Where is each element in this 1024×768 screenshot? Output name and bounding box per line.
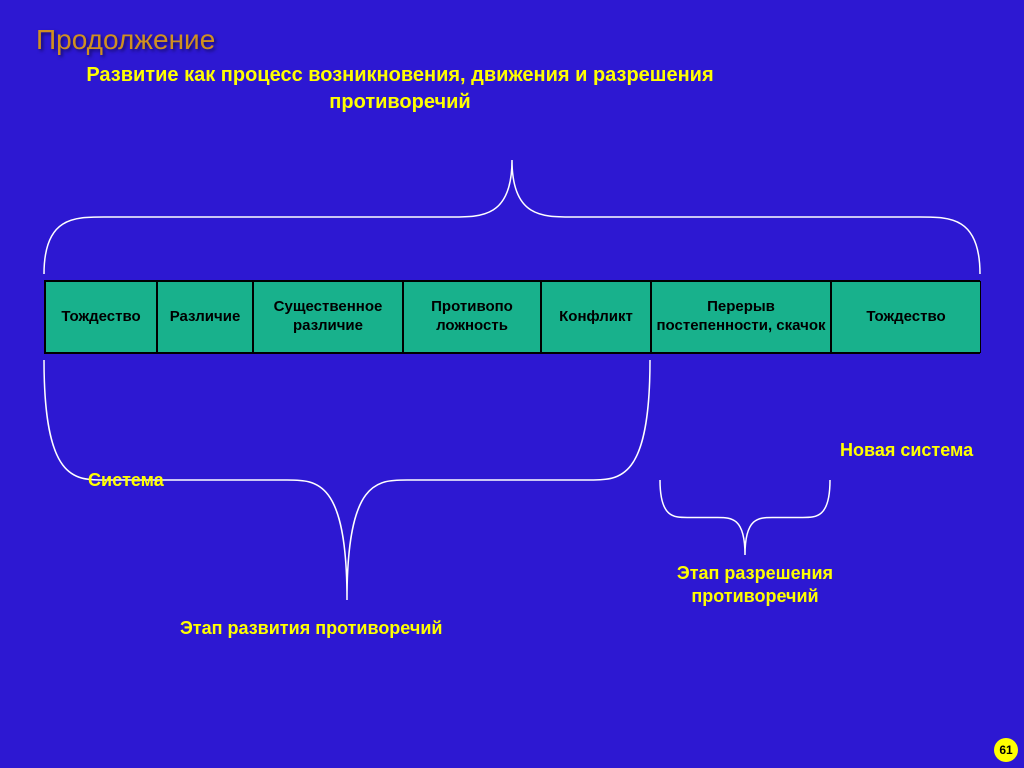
stage-cell-5: Перерыв постепенности, скачок [651,281,831,353]
slide-title: Продолжение [36,24,215,56]
label-system: Система [88,470,164,491]
stage-cell-4: Конфликт [541,281,651,353]
label-new-system: Новая система [840,440,973,461]
slide-subtitle: Развитие как процесс возникновения, движ… [60,62,740,116]
stage-cell-3: Противопо ложность [403,281,541,353]
stage-cell-2: Существенное различие [253,281,403,353]
stage-row: ТождествоРазличиеСущественное различиеПр… [44,280,980,354]
label-res-stage: Этап разрешения противоречий [650,562,860,609]
stage-cell-6: Тождество [831,281,981,353]
stage-cell-1: Различие [157,281,253,353]
page-number-badge: 61 [994,738,1018,762]
stage-cell-0: Тождество [45,281,157,353]
label-dev-stage: Этап развития противоречий [180,618,442,639]
